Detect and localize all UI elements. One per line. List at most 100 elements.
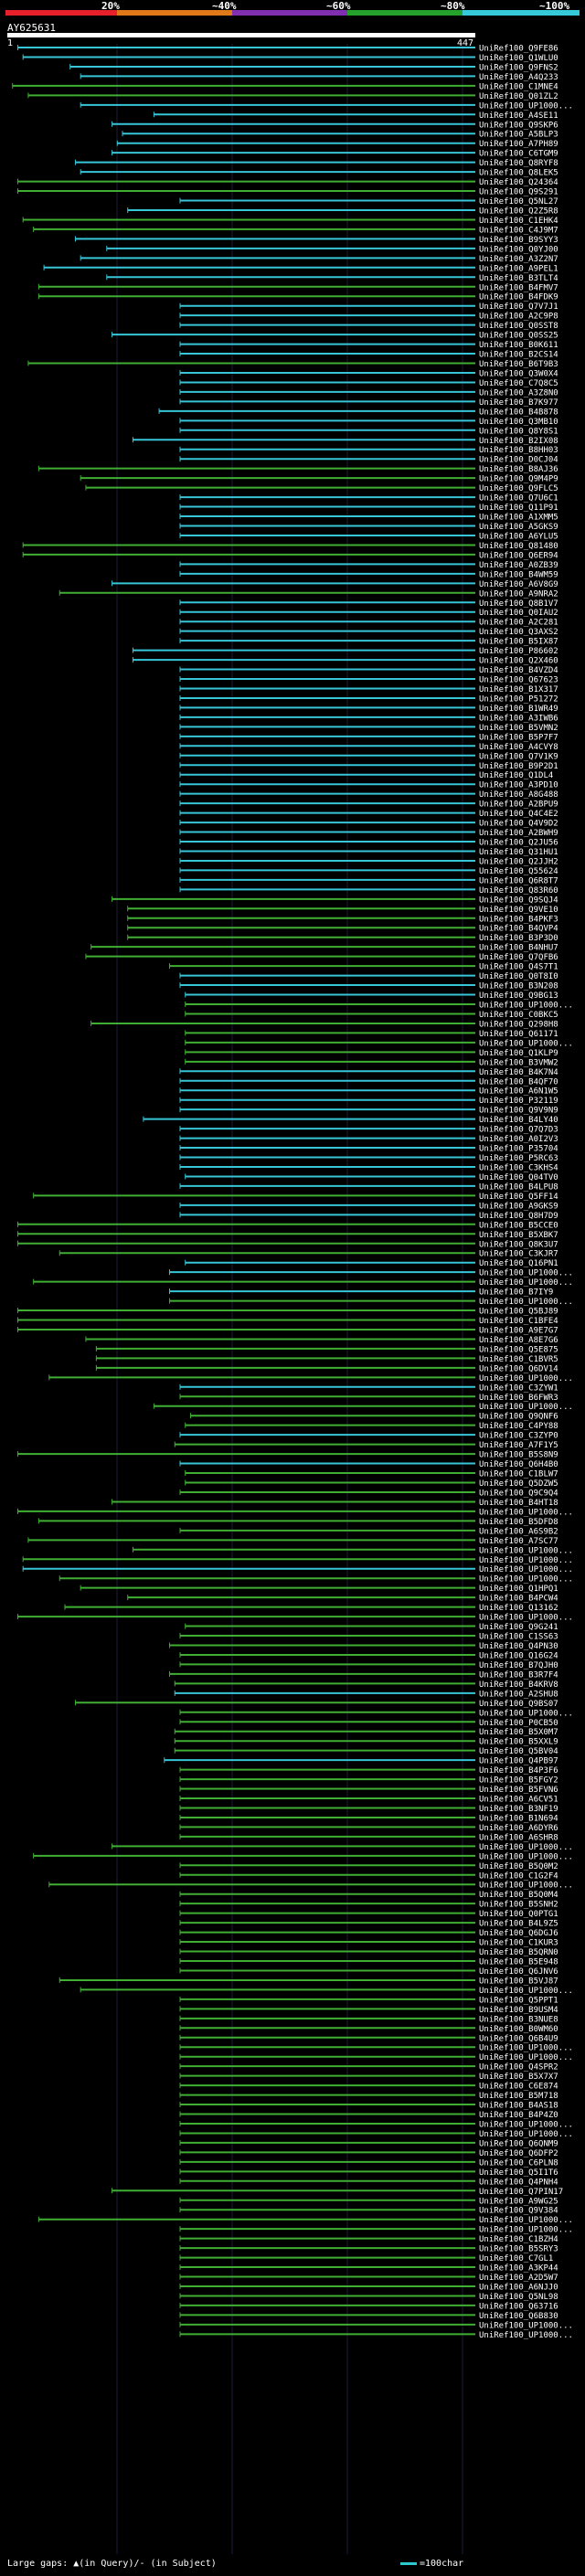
hit-label[interactable]: UniRef100_A3PD10 [479,781,558,790]
hit-label[interactable]: UniRef100_Q4V9D2 [479,820,558,829]
hit-label[interactable]: UniRef100_B7IY9 [479,1288,553,1298]
hit-label[interactable]: UniRef100_A6SHR8 [479,1833,558,1842]
hit-label[interactable]: UniRef100_Q1KLP9 [479,1049,558,1058]
hit-label[interactable]: UniRef100_Q7PIN17 [479,2188,563,2197]
hit-label[interactable]: UniRef100_Q9SQJ4 [479,896,558,905]
hit-label[interactable]: UniRef100_A6CV51 [479,1796,558,1805]
hit-label[interactable]: UniRef100_Q8B1V7 [479,599,558,609]
hit-label[interactable]: UniRef100_A8E7G6 [479,1336,558,1345]
hit-label[interactable]: UniRef100_B5QRN0 [479,1948,558,1957]
hit-label[interactable]: UniRef100_C1MNE4 [479,82,558,91]
hit-label[interactable]: UniRef100_Q0PTG1 [479,1910,558,1919]
hit-label[interactable]: UniRef100_C7GL1 [479,2254,553,2263]
hit-label[interactable]: UniRef100_Q5BV04 [479,1747,558,1756]
hit-label[interactable]: UniRef100_UP1000... [479,1575,573,1585]
hit-label[interactable]: UniRef100_B4FDK9 [479,293,558,302]
hit-label[interactable]: UniRef100_Q5BJ89 [479,1308,558,1317]
hit-label[interactable]: UniRef100_A7SC77 [479,1537,558,1546]
hit-label[interactable]: UniRef100_Q61171 [479,1030,558,1039]
hit-label[interactable]: UniRef100_A6N1W5 [479,1087,558,1097]
hit-label[interactable]: UniRef100_B4P4Z0 [479,2111,558,2120]
hit-label[interactable]: UniRef100_UP1000... [479,1298,573,1307]
hit-label[interactable]: UniRef100_Q8K3U7 [479,1240,558,1249]
hit-label[interactable]: UniRef100_A3Z2N7 [479,255,558,264]
hit-label[interactable]: UniRef100_B4B878 [479,408,558,417]
hit-label[interactable]: UniRef100_C3KHS4 [479,1163,558,1172]
hit-label[interactable]: UniRef100_B5DFD8 [479,1518,558,1527]
hit-label[interactable]: UniRef100_A3IWB6 [479,714,558,723]
hit-label[interactable]: UniRef100_UP1000... [479,1002,573,1011]
hit-label[interactable]: UniRef100_B5S8N9 [479,1451,558,1460]
hit-label[interactable]: UniRef100_P35704 [479,1145,558,1154]
hit-label[interactable]: UniRef100_Q16PN1 [479,1259,558,1268]
hit-label[interactable]: UniRef100_B6FWR3 [479,1394,558,1403]
hit-label[interactable]: UniRef100_B4NHU7 [479,944,558,953]
hit-label[interactable]: UniRef100_UP1000... [479,1709,573,1718]
hit-label[interactable]: UniRef100_C6E874 [479,2083,558,2092]
hit-label[interactable]: UniRef100_Q6B4U9 [479,2034,558,2043]
hit-label[interactable]: UniRef100_Q9SKP6 [479,121,558,130]
hit-label[interactable]: UniRef100_B3NF19 [479,1805,558,1814]
hit-label[interactable]: UniRef100_Q0YJ00 [479,245,558,254]
hit-label[interactable]: UniRef100_B1WR49 [479,705,558,714]
hit-label[interactable]: UniRef100_Q5DZW5 [479,1479,558,1489]
hit-label[interactable]: UniRef100_Q9G241 [479,1623,558,1632]
hit-label[interactable]: UniRef100_C3ZYW1 [479,1383,558,1393]
hit-label[interactable]: UniRef100_Q4PB97 [479,1757,558,1766]
hit-label[interactable]: UniRef100_Q55624 [479,867,558,876]
hit-label[interactable]: UniRef100_Q6R8T7 [479,876,558,885]
hit-label[interactable]: UniRef100_B9USM4 [479,2006,558,2015]
hit-label[interactable]: UniRef100_Q67623 [479,676,558,685]
hit-label[interactable]: UniRef100_Q9FLC5 [479,484,558,493]
hit-label[interactable]: UniRef100_B5SNH2 [479,1901,558,1910]
hit-label[interactable]: UniRef100_Q4S7T1 [479,963,558,972]
hit-label[interactable]: UniRef100_B3N208 [479,982,558,991]
hit-label[interactable]: UniRef100_UP1000... [479,1039,573,1048]
hit-label[interactable]: UniRef100_Q7Q7D3 [479,1126,558,1135]
hit-label[interactable]: UniRef100_B3VMW2 [479,1058,558,1067]
hit-label[interactable]: UniRef100_B5X0M7 [479,1728,558,1737]
hit-label[interactable]: UniRef100_B5XBK7 [479,1231,558,1240]
hit-label[interactable]: UniRef100_UP1000... [479,2120,573,2129]
hit-label[interactable]: UniRef100_Q3MB10 [479,418,558,427]
hit-label[interactable]: UniRef100_Q6ER94 [479,551,558,560]
hit-label[interactable]: UniRef100_UP1000... [479,2226,573,2235]
hit-label[interactable]: UniRef100_A9WG25 [479,2197,558,2206]
hit-label[interactable]: UniRef100_A9GKS9 [479,1202,558,1211]
hit-label[interactable]: UniRef100_A9PEL1 [479,264,558,273]
hit-label[interactable]: UniRef100_A0I2V3 [479,1135,558,1144]
hit-label[interactable]: UniRef100_B5VJ87 [479,1977,558,1986]
hit-label[interactable]: UniRef100_Q6DGJ6 [479,1929,558,1938]
hit-label[interactable]: UniRef100_UP1000... [479,1403,573,1412]
hit-label[interactable]: UniRef100_B4PKF3 [479,915,558,924]
hit-label[interactable]: UniRef100_Q5NL98 [479,2293,558,2302]
hit-label[interactable]: UniRef100_UP1000... [479,1374,573,1383]
hit-label[interactable]: UniRef100_C3KJR7 [479,1250,558,1259]
hit-label[interactable]: UniRef100_B2IX08 [479,437,558,446]
hit-label[interactable]: UniRef100_B8AJ36 [479,465,558,474]
hit-label[interactable]: UniRef100_Q8Y8S1 [479,427,558,436]
hit-label[interactable]: UniRef100_A5BLP3 [479,131,558,140]
hit-label[interactable]: UniRef100_Q9QNF6 [479,1413,558,1422]
hit-label[interactable]: UniRef100_A0ZB39 [479,561,558,570]
hit-label[interactable]: UniRef100_B4KRV8 [479,1680,558,1690]
hit-label[interactable]: UniRef100_Q3AXS2 [479,628,558,637]
hit-label[interactable]: UniRef100_B9SYY3 [479,236,558,245]
hit-label[interactable]: UniRef100_B2CS14 [479,351,558,360]
hit-label[interactable]: UniRef100_Q7V1K9 [479,752,558,761]
hit-label[interactable]: UniRef100_B4L9Z5 [479,1920,558,1929]
hit-label[interactable]: UniRef100_B4QF70 [479,1077,558,1087]
hit-label[interactable]: UniRef100_B5M718 [479,2092,558,2101]
hit-label[interactable]: UniRef100_B1X317 [479,685,558,694]
hit-label[interactable]: UniRef100_A6YLU5 [479,532,558,541]
hit-label[interactable]: UniRef100_B4QVP4 [479,925,558,934]
hit-label[interactable]: UniRef100_Q63716 [479,2302,558,2311]
hit-label[interactable]: UniRef100_C3ZYP0 [479,1432,558,1441]
hit-label[interactable]: UniRef100_UP1000... [479,1269,573,1278]
hit-label[interactable]: UniRef100_Q0IAU2 [479,609,558,618]
hit-label[interactable]: UniRef100_A3KP44 [479,2264,558,2274]
hit-label[interactable]: UniRef100_Q8LEK5 [479,169,558,178]
hit-label[interactable]: UniRef100_Q7U6C1 [479,494,558,504]
hit-label[interactable]: UniRef100_Q7V7J1 [479,302,558,312]
hit-label[interactable]: UniRef100_Q3W0X4 [479,369,558,378]
